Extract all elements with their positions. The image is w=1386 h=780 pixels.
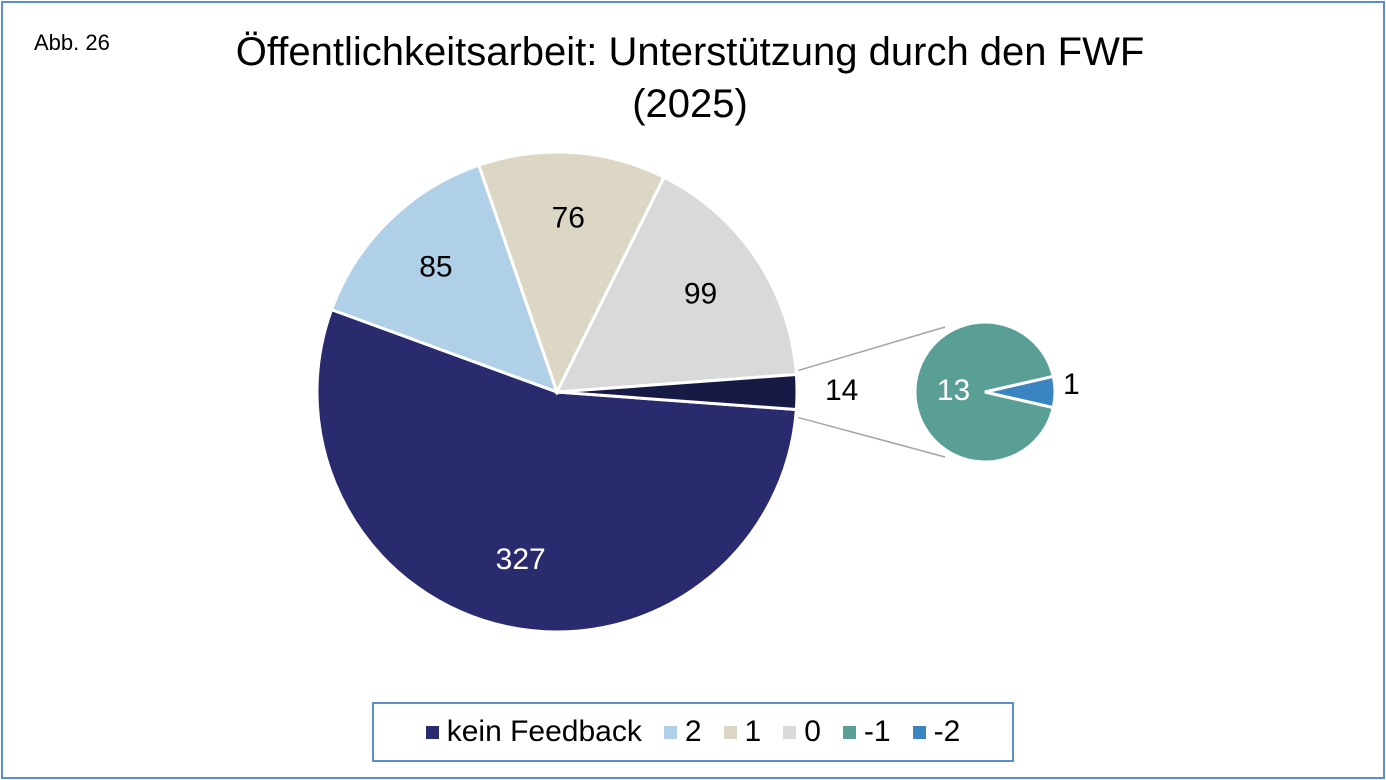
legend-swatch — [723, 725, 737, 739]
legend-label: kein Feedback — [446, 715, 642, 748]
title-line-2: (2025) — [632, 82, 748, 126]
legend: kein Feedback 2 1 0 -1 -2 — [372, 702, 1014, 762]
pie-slice-2 — [329, 163, 560, 395]
legend-label: 2 — [684, 715, 702, 748]
pie-slice-1-and-2-combined — [556, 372, 799, 412]
data-label-secondary-2: 1 — [1063, 368, 1080, 401]
secondary-slice-2 — [984, 374, 1057, 410]
legend-label: -2 — [933, 715, 961, 748]
data-label-2: 85 — [419, 251, 452, 284]
legend-item-1: -1 — [842, 715, 891, 749]
legend-item-2: 2 — [663, 715, 702, 749]
data-label-0: 99 — [684, 278, 717, 311]
legend-label: -1 — [863, 715, 891, 748]
legend-item-0: 0 — [783, 715, 821, 749]
legend-swatch — [912, 725, 926, 739]
data-label-kein-feedback: 327 — [496, 543, 546, 576]
data-label-1: 76 — [552, 201, 585, 234]
legend-label: 0 — [804, 715, 821, 748]
pie-slice-0 — [554, 175, 798, 394]
pie-slice-1 — [476, 150, 667, 396]
legend-item-1: 1 — [723, 715, 762, 749]
legend-swatch — [425, 725, 439, 739]
connector-line-bottom — [798, 416, 946, 458]
pie-slice-kein-feedback — [315, 307, 798, 634]
figure-label: Abb. 26 — [34, 30, 110, 55]
secondary-slice-1 — [913, 320, 1056, 464]
legend-swatch — [842, 725, 856, 739]
connector-line-top — [798, 326, 946, 372]
data-label-secondary-1: 13 — [937, 374, 970, 407]
legend-swatch — [783, 725, 797, 739]
chart-title: Öffentlichkeitsarbeit: Unterstützung dur… — [190, 26, 1190, 130]
data-label-1-and-2-combined: 14 — [825, 374, 858, 407]
legend-swatch — [663, 725, 677, 739]
legend-item-kein-feedback: kein Feedback — [425, 715, 642, 749]
legend-label: 1 — [744, 715, 762, 748]
title-line-1: Öffentlichkeitsarbeit: Unterstützung dur… — [235, 30, 1145, 74]
legend-item-2: -2 — [912, 715, 961, 749]
